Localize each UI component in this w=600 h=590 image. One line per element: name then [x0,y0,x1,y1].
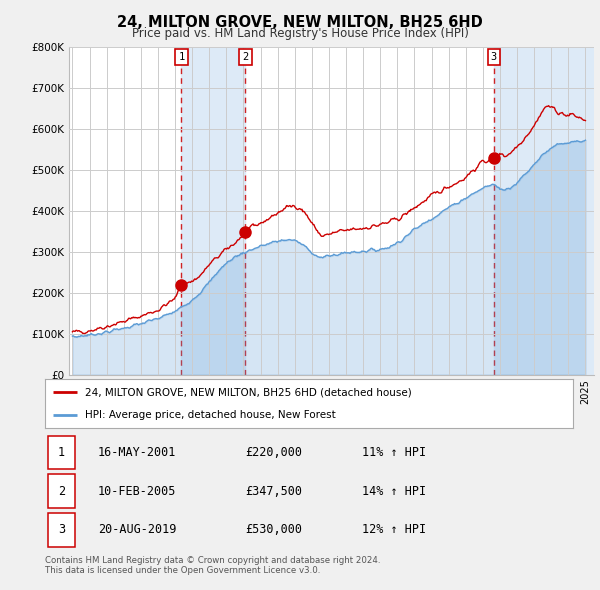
Text: 3: 3 [491,52,497,62]
Bar [181,47,245,375]
Text: 3: 3 [58,523,65,536]
FancyBboxPatch shape [47,513,75,547]
Text: 24, MILTON GROVE, NEW MILTON, BH25 6HD (detached house): 24, MILTON GROVE, NEW MILTON, BH25 6HD (… [85,388,412,398]
Text: £347,500: £347,500 [245,484,302,498]
Text: Contains HM Land Registry data © Crown copyright and database right 2024.: Contains HM Land Registry data © Crown c… [45,556,380,565]
Text: 2: 2 [58,484,65,498]
Text: 2: 2 [242,52,248,62]
FancyBboxPatch shape [47,474,75,508]
Text: 12% ↑ HPI: 12% ↑ HPI [362,523,426,536]
Text: HPI: Average price, detached house, New Forest: HPI: Average price, detached house, New … [85,409,335,419]
Text: Price paid vs. HM Land Registry's House Price Index (HPI): Price paid vs. HM Land Registry's House … [131,27,469,40]
Text: 14% ↑ HPI: 14% ↑ HPI [362,484,426,498]
Text: 11% ↑ HPI: 11% ↑ HPI [362,446,426,459]
Text: 1: 1 [58,446,65,459]
Text: 20-AUG-2019: 20-AUG-2019 [98,523,176,536]
FancyBboxPatch shape [47,435,75,470]
Bar [494,47,594,375]
Text: £220,000: £220,000 [245,446,302,459]
Text: This data is licensed under the Open Government Licence v3.0.: This data is licensed under the Open Gov… [45,566,320,575]
Text: £530,000: £530,000 [245,523,302,536]
Text: 1: 1 [178,52,184,62]
Text: 10-FEB-2005: 10-FEB-2005 [98,484,176,498]
Text: 24, MILTON GROVE, NEW MILTON, BH25 6HD: 24, MILTON GROVE, NEW MILTON, BH25 6HD [117,15,483,30]
Text: 16-MAY-2001: 16-MAY-2001 [98,446,176,459]
